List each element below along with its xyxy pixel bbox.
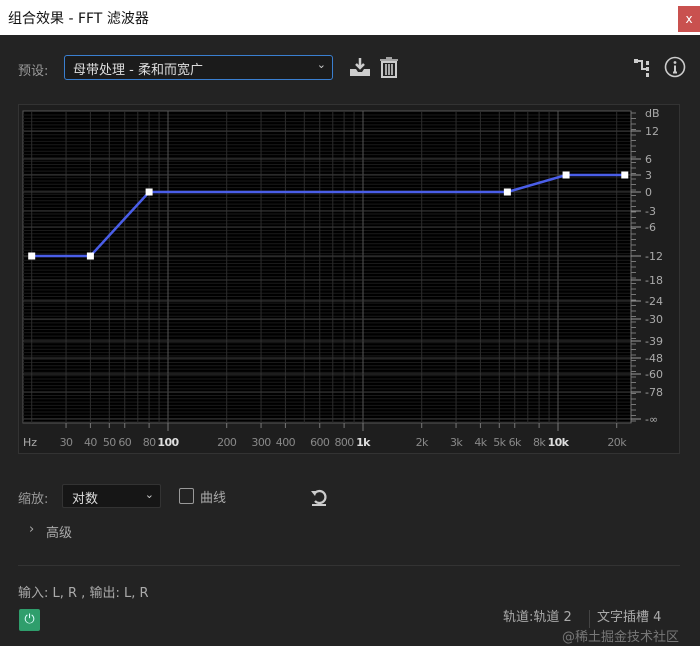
io-text: 输入: L, R , 输出: L, R xyxy=(18,586,149,601)
y-tick-label: 6 xyxy=(645,153,652,166)
control-point[interactable] xyxy=(503,188,511,196)
x-tick-label: 100 xyxy=(157,436,179,449)
x-tick-label: 60 xyxy=(118,436,131,449)
y-tick-label: -3 xyxy=(645,205,656,218)
y-tick-label: -12 xyxy=(645,250,663,263)
chevron-down-icon: ⌄ xyxy=(144,488,154,501)
y-tick-label: 0 xyxy=(645,186,652,199)
y-tick-label: -18 xyxy=(645,274,663,287)
control-point[interactable] xyxy=(86,252,94,260)
x-tick-label: 40 xyxy=(84,436,97,449)
zoom-value: 对数 xyxy=(72,492,99,507)
y-unit-label: dB xyxy=(645,107,660,120)
fft-graph[interactable]: dB 12 6 3 0 -3 -6 -12 -18 -24 -30 -39 -48 -60 -78 -∞ Hz 3… xyxy=(18,104,680,454)
eq-curve xyxy=(31,173,625,258)
x-tick-label: 30 xyxy=(60,436,73,449)
y-tick-label: -48 xyxy=(645,352,663,365)
preset-value: 母带处理 - 柔和而宽广 xyxy=(73,63,203,78)
divider xyxy=(18,565,680,566)
x-tick-label: 5k xyxy=(493,436,506,449)
window-title: 组合效果 - FFT 滤波器 xyxy=(8,11,149,27)
control-point[interactable] xyxy=(145,188,153,196)
x-tick-label: 200 xyxy=(217,436,237,449)
x-tick-label: 3k xyxy=(450,436,463,449)
y-tick-label: -60 xyxy=(645,368,663,381)
x-tick-label: 300 xyxy=(251,436,271,449)
x-tick-label: 8k xyxy=(533,436,546,449)
y-tick-label: -39 xyxy=(645,335,663,348)
y-tick-label: -24 xyxy=(645,295,663,308)
y-tick-label: -∞ xyxy=(645,413,658,426)
info-icon[interactable] xyxy=(664,56,686,82)
x-tick-label: 4k xyxy=(474,436,487,449)
advanced-toggle[interactable]: 高级 xyxy=(46,526,73,541)
y-tick-label: 3 xyxy=(645,169,652,182)
watermark: @稀土掘金技术社区 xyxy=(562,630,680,645)
x-tick-label: 2k xyxy=(416,436,429,449)
x-tick-label: 80 xyxy=(143,436,156,449)
reset-icon[interactable] xyxy=(310,487,328,511)
title-bar: 组合效果 - FFT 滤波器 x xyxy=(0,0,700,35)
x-tick-label: 6k xyxy=(509,436,522,449)
trash-icon[interactable] xyxy=(380,57,398,82)
chevron-right-icon[interactable]: › xyxy=(29,522,35,537)
divider xyxy=(589,610,590,628)
x-tick-label: 600 xyxy=(310,436,330,449)
chevron-down-icon: ⌄ xyxy=(316,58,326,71)
routing-icon[interactable] xyxy=(634,59,650,81)
preset-label: 预设: xyxy=(18,64,49,79)
control-point[interactable] xyxy=(28,252,36,260)
curve-checkbox[interactable] xyxy=(179,488,194,504)
x-tick-label: 1k xyxy=(356,436,371,449)
y-tick-label: -78 xyxy=(645,386,663,399)
x-tick-label: 20k xyxy=(607,436,627,449)
x-tick-label: 800 xyxy=(335,436,355,449)
track-text: 轨道:轨道 2 xyxy=(503,610,572,625)
x-unit-label: Hz xyxy=(23,436,37,449)
zoom-label: 缩放: xyxy=(18,492,49,507)
zoom-dropdown[interactable]: 对数 ⌄ xyxy=(62,484,161,508)
y-tick-label: 12 xyxy=(645,125,659,138)
y-tick-label: -6 xyxy=(645,221,656,234)
control-point[interactable] xyxy=(562,171,570,179)
power-icon[interactable]: ⏻ xyxy=(19,609,40,631)
x-tick-label: 50 xyxy=(103,436,116,449)
close-button[interactable]: x xyxy=(678,6,700,32)
y-tick-label: -30 xyxy=(645,313,663,326)
curve-label: 曲线 xyxy=(200,491,227,506)
x-tick-label: 10k xyxy=(548,436,570,449)
control-point[interactable] xyxy=(621,171,629,179)
slot-text: 文字插槽 4 xyxy=(597,610,662,625)
x-tick-label: 400 xyxy=(276,436,296,449)
preset-dropdown[interactable]: 母带处理 - 柔和而宽广 ⌄ xyxy=(64,55,333,80)
download-save-icon[interactable] xyxy=(349,57,371,81)
